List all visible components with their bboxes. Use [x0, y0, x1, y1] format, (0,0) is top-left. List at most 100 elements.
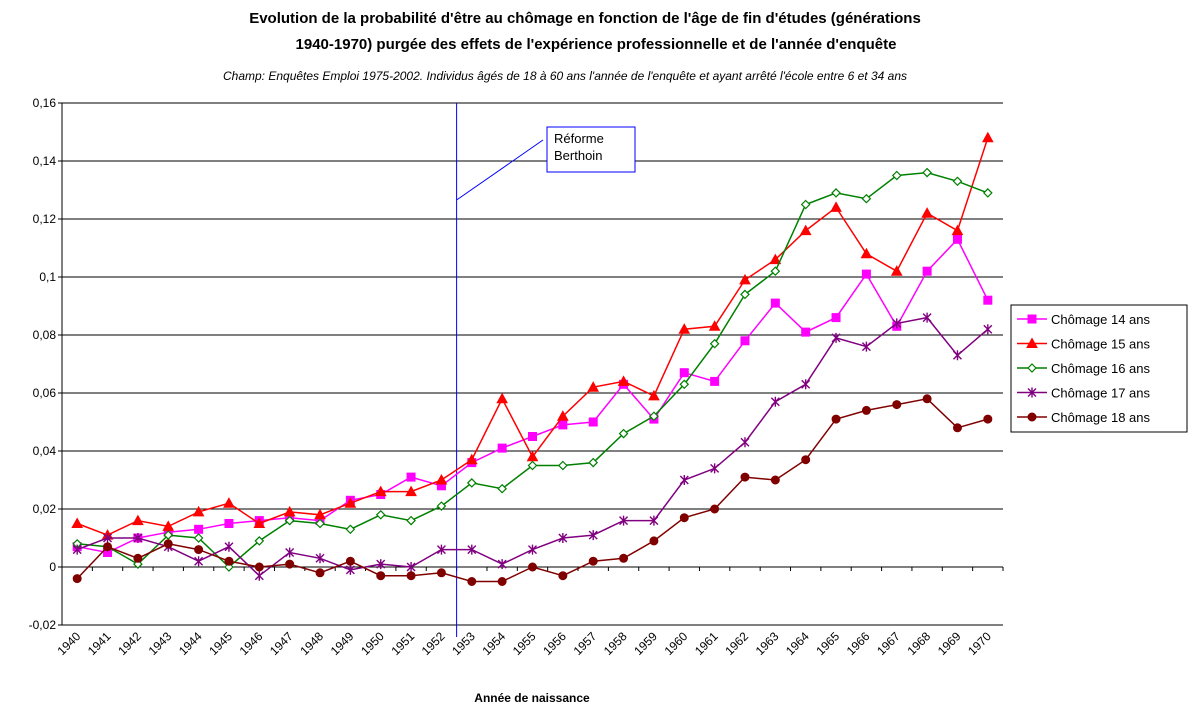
marker [983, 414, 993, 424]
x-tick-label: 1968 [904, 629, 933, 658]
x-tick-label: 1967 [874, 629, 903, 658]
marker [254, 570, 264, 581]
x-tick-label: 1944 [176, 629, 205, 658]
marker [770, 266, 781, 277]
y-tick-label: 0,1 [39, 270, 56, 284]
annotation-box [546, 126, 636, 173]
marker [223, 497, 235, 508]
x-tick-label: 1965 [813, 629, 842, 658]
marker [708, 320, 721, 331]
marker [770, 298, 780, 308]
x-tick-label: 1948 [297, 629, 326, 658]
marker [799, 224, 812, 236]
marker [1027, 387, 1037, 398]
x-tick-label: 1951 [388, 629, 417, 658]
annotation-text: Berthoin [554, 148, 602, 163]
marker [224, 541, 234, 552]
marker [922, 312, 932, 323]
marker [133, 533, 143, 543]
marker [406, 571, 416, 581]
marker [619, 553, 629, 563]
marker [770, 475, 780, 485]
marker [587, 381, 600, 392]
x-tick-label: 1962 [722, 629, 751, 658]
marker [224, 556, 234, 566]
marker [861, 341, 871, 352]
x-tick-label: 1949 [328, 629, 357, 658]
x-tick-label: 1957 [571, 629, 600, 658]
x-tick-label: 1945 [206, 629, 235, 658]
legend-label: Chômage 18 ans [1051, 410, 1151, 425]
x-axis-label: Année de naissance [474, 691, 590, 705]
marker [436, 501, 447, 511]
marker [496, 392, 508, 404]
marker [983, 295, 993, 305]
marker [193, 533, 204, 543]
marker [769, 253, 782, 265]
marker [588, 417, 598, 427]
x-tick-label: 1950 [358, 629, 387, 658]
y-tick-label: 0,12 [33, 212, 57, 226]
marker [830, 201, 842, 212]
x-tick-label: 1940 [55, 629, 84, 658]
marker [103, 542, 113, 552]
marker [861, 405, 871, 415]
marker [376, 559, 386, 570]
marker [406, 472, 416, 482]
x-tick-label: 1946 [237, 629, 266, 658]
series-line [76, 316, 989, 577]
marker [648, 389, 660, 401]
marker [922, 167, 932, 178]
y-tick-label: -0,02 [29, 618, 57, 632]
marker [345, 524, 356, 535]
annotation-text: Réforme [554, 131, 604, 146]
marker [406, 515, 416, 526]
marker [831, 414, 841, 424]
x-tick-label: 1960 [662, 629, 691, 658]
marker [982, 188, 993, 198]
marker [1027, 314, 1037, 324]
marker [801, 327, 811, 337]
marker [497, 443, 507, 453]
x-tick-label: 1959 [631, 629, 660, 658]
marker [740, 289, 750, 300]
marker [618, 428, 629, 439]
legend-label: Chômage 15 ans [1051, 337, 1151, 352]
marker [740, 472, 750, 482]
marker [892, 318, 902, 329]
marker [617, 375, 630, 386]
legend-label: Chômage 17 ans [1051, 386, 1151, 401]
marker [952, 423, 962, 433]
marker [376, 571, 386, 581]
marker [649, 515, 659, 526]
marker [679, 379, 690, 390]
y-tick-label: 0,14 [33, 154, 57, 168]
marker [588, 530, 598, 541]
x-tick-label: 1966 [844, 629, 873, 658]
marker [254, 562, 264, 572]
marker [679, 513, 689, 523]
marker [952, 176, 963, 187]
marker [345, 556, 355, 566]
marker [981, 131, 994, 143]
x-tick-label: 1964 [783, 629, 812, 658]
marker [375, 509, 386, 520]
x-tick-label: 1958 [601, 629, 630, 658]
marker [374, 485, 387, 497]
marker [860, 247, 873, 259]
marker [922, 394, 932, 404]
marker [344, 497, 357, 508]
series-line [76, 137, 989, 536]
marker [952, 234, 962, 244]
marker [285, 547, 295, 558]
annotation-pointer [456, 139, 544, 201]
marker [922, 266, 932, 276]
marker [801, 379, 811, 390]
marker [72, 574, 82, 584]
y-tick-label: 0 [49, 560, 56, 574]
legend-label: Chômage 14 ans [1051, 312, 1151, 327]
marker [678, 323, 691, 334]
marker [163, 530, 174, 540]
marker [465, 453, 478, 465]
marker [831, 332, 841, 343]
